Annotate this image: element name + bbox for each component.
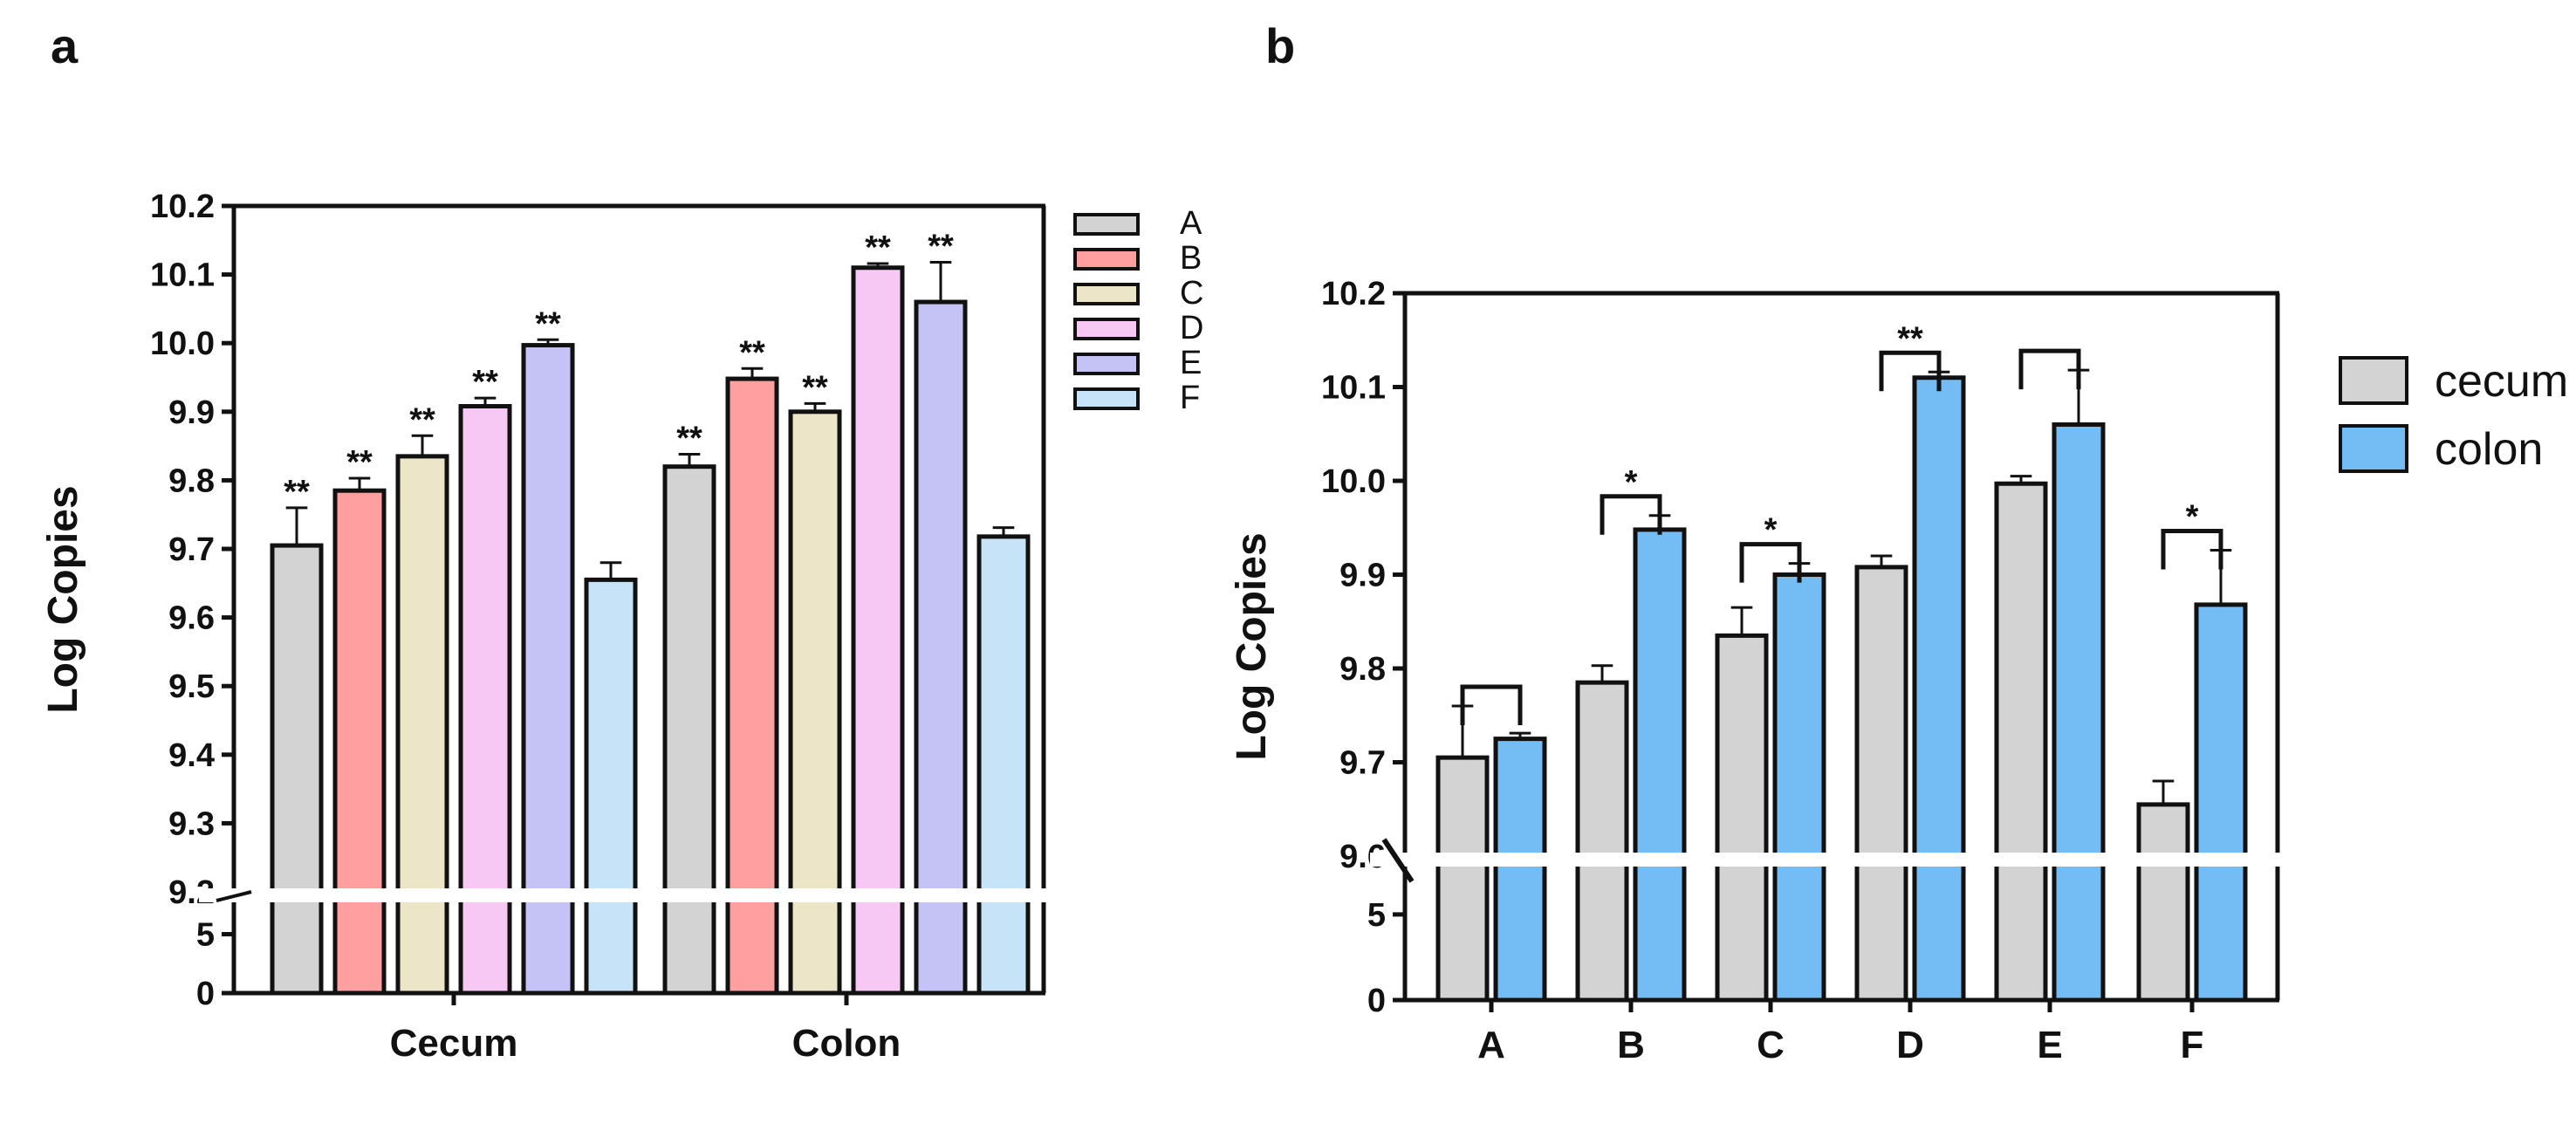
y-tick-label: 9.3 bbox=[168, 805, 215, 842]
y-tick-label: 9.8 bbox=[1339, 651, 1386, 688]
y-tick-label: 0 bbox=[1367, 983, 1386, 1019]
significance-label: ** bbox=[472, 364, 498, 401]
legend-label: B bbox=[1180, 240, 1202, 277]
significance-label: * bbox=[2186, 499, 2199, 536]
significance-bracket bbox=[2161, 529, 2223, 570]
legend-swatch bbox=[1073, 353, 1140, 375]
bar-B bbox=[332, 488, 387, 996]
y-tick-label: 10.2 bbox=[150, 188, 215, 225]
bar-colon bbox=[1633, 527, 1687, 1003]
significance-label: ** bbox=[676, 421, 702, 457]
significance-bracket bbox=[1879, 350, 1942, 392]
y-tick-label: 5 bbox=[1367, 897, 1386, 934]
bar-D bbox=[458, 404, 512, 996]
bar-A bbox=[662, 464, 716, 996]
legend-swatch bbox=[1073, 387, 1140, 410]
break-mark bbox=[1381, 838, 1415, 883]
y-tick-label: 10.2 bbox=[1321, 276, 1386, 312]
bar-cecum bbox=[1715, 633, 1769, 1003]
y-tick-label: 9.5 bbox=[168, 668, 215, 705]
y-tick-label: 9.9 bbox=[168, 394, 215, 431]
bar-colon bbox=[2052, 422, 2106, 1003]
significance-label: ** bbox=[409, 401, 435, 438]
significance-bracket bbox=[2018, 348, 2081, 390]
x-tick-label: A bbox=[1477, 1024, 1505, 1066]
axis-break bbox=[199, 888, 1061, 902]
legend-label: E bbox=[1180, 345, 1202, 381]
legend-label: A bbox=[1180, 205, 1202, 242]
legend-label: F bbox=[1180, 380, 1200, 416]
bar-colon bbox=[1912, 375, 1966, 1003]
y-tick-label: 9.8 bbox=[168, 463, 215, 499]
x-tick-label: F bbox=[2181, 1024, 2204, 1066]
x-tick-label: D bbox=[1896, 1024, 1924, 1066]
bar-F bbox=[976, 534, 1031, 996]
bar-colon bbox=[1772, 572, 1826, 1003]
y-tick-label: 9.7 bbox=[168, 531, 215, 568]
y-tick-label: 9.7 bbox=[1339, 745, 1386, 782]
bar-cecum bbox=[2136, 802, 2190, 1003]
legend-swatch bbox=[1073, 283, 1140, 305]
axis-break bbox=[1370, 853, 2295, 867]
y-tick-label: 10.0 bbox=[1321, 463, 1386, 500]
legend-swatch bbox=[1073, 213, 1140, 236]
bar-cecum bbox=[1994, 481, 2048, 1003]
significance-label: ** bbox=[802, 369, 828, 406]
y-tick-label: 5 bbox=[196, 917, 215, 954]
significance-label: * bbox=[1764, 512, 1778, 549]
bar-colon bbox=[1493, 737, 1547, 1003]
significance-bracket bbox=[1600, 494, 1662, 535]
bar-E bbox=[521, 343, 575, 996]
panel-label-b: b bbox=[1265, 18, 1295, 73]
legend-swatch bbox=[1073, 248, 1140, 271]
legend-label: cecum bbox=[2435, 356, 2568, 407]
significance-label: ** bbox=[346, 444, 373, 481]
significance-label: ** bbox=[928, 228, 954, 264]
significance-label: ** bbox=[739, 334, 765, 371]
panel-label-a: a bbox=[51, 18, 79, 73]
significance-label: ** bbox=[1897, 320, 1923, 357]
bar-C bbox=[395, 454, 449, 996]
legend-swatch bbox=[2339, 424, 2408, 473]
legend-swatch bbox=[1073, 318, 1140, 340]
x-tick-label: Cecum bbox=[390, 1022, 518, 1065]
y-tick-label: 0 bbox=[196, 976, 215, 1012]
x-tick-label: C bbox=[1757, 1024, 1785, 1066]
bar-colon bbox=[2194, 602, 2248, 1003]
significance-label: * bbox=[1625, 464, 1638, 501]
chart-panel-a: Log Copies9.29.39.49.59.69.79.89.910.010… bbox=[40, 188, 1203, 1065]
y-tick-label: 9.4 bbox=[168, 737, 215, 774]
legend-label: C bbox=[1180, 275, 1203, 312]
bar-C bbox=[788, 409, 842, 996]
legend-swatch bbox=[2339, 356, 2408, 405]
y-axis-label: Log Copies bbox=[1229, 532, 1275, 760]
bar-D bbox=[851, 265, 905, 996]
x-tick-label: B bbox=[1617, 1024, 1645, 1066]
bar-A bbox=[270, 543, 324, 996]
significance-bracket bbox=[1739, 542, 1802, 583]
bar-F bbox=[584, 577, 638, 996]
x-tick-label: Colon bbox=[792, 1022, 901, 1065]
bar-cecum bbox=[1854, 565, 1908, 1003]
legend-label: colon bbox=[2435, 424, 2543, 475]
y-tick-label: 9.6 bbox=[168, 600, 215, 637]
significance-label: ** bbox=[284, 474, 310, 511]
significance-label: ** bbox=[535, 305, 561, 342]
bar-cecum bbox=[1435, 755, 1490, 1003]
y-tick-label: 9.9 bbox=[1339, 558, 1386, 594]
break-mark bbox=[216, 890, 252, 902]
significance-label: ** bbox=[865, 230, 891, 266]
x-tick-label: E bbox=[2037, 1024, 2062, 1066]
legend-label: D bbox=[1180, 310, 1203, 346]
chart-panel-b: Log Copies9.69.79.89.910.010.110.205A*B*… bbox=[1229, 276, 2568, 1066]
y-tick-label: 10.0 bbox=[150, 326, 215, 362]
y-tick-label: 10.1 bbox=[150, 257, 215, 294]
significance-bracket bbox=[1460, 684, 1523, 725]
y-tick-label: 10.1 bbox=[1321, 370, 1386, 407]
bar-cecum bbox=[1575, 680, 1629, 1003]
y-axis-label: Log Copies bbox=[40, 485, 86, 713]
